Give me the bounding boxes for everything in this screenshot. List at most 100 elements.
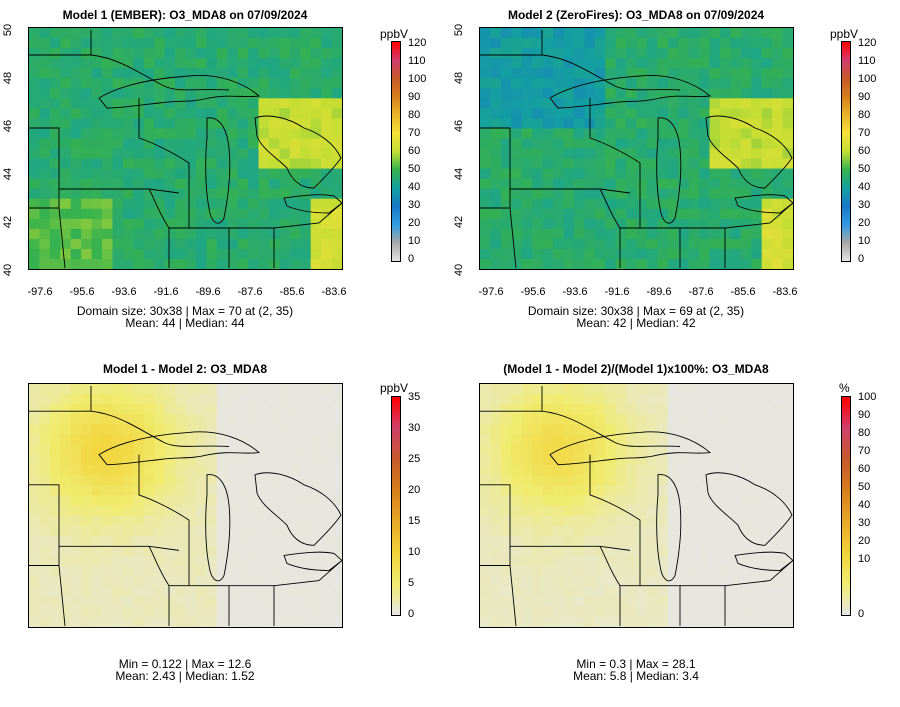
lat-label: 44: [2, 167, 15, 181]
colorbar-label: 10: [408, 235, 421, 247]
lon-label: -85.6: [730, 286, 756, 298]
colorbar-label: 30: [408, 199, 421, 211]
colorbar-unit: ppbV: [380, 27, 409, 41]
colorbar-label: 100: [408, 73, 427, 85]
colorbar-label: 110: [408, 55, 426, 67]
lon-label: -91.6: [153, 286, 179, 298]
colorbar-label: 90: [408, 91, 421, 103]
lat-label: 50: [453, 23, 466, 37]
colorbar-label: 0: [408, 253, 415, 265]
colorbar-label: 80: [408, 109, 421, 121]
percent-difference-map: [480, 384, 793, 627]
ozone-map-model2: [480, 28, 793, 269]
colorbar-label: 80: [858, 427, 871, 439]
colorbar-label: 100: [858, 391, 877, 403]
colorbar-label: 40: [858, 181, 871, 193]
colorbar-label: 0: [408, 608, 415, 620]
colorbar-ozone: [391, 41, 401, 262]
lat-label: 46: [2, 119, 15, 133]
ozone-map-model1: [29, 28, 342, 269]
colorbar-label: 0: [858, 253, 865, 265]
colorbar-label: 5: [408, 577, 415, 589]
stats-line-1: Min = 0.122 | Max = 12.6: [118, 657, 252, 671]
colorbar-label: 90: [858, 409, 871, 421]
map-plot-model1: [28, 27, 343, 270]
colorbar-label: 25: [408, 453, 421, 465]
colorbar-label: 40: [408, 181, 421, 193]
colorbar-ozone: [841, 41, 851, 262]
lon-label: -85.6: [279, 286, 305, 298]
map-plot-model2: [479, 27, 794, 270]
colorbar-label: 30: [858, 517, 871, 529]
colorbar-label: 60: [858, 145, 871, 157]
colorbar-label: 50: [858, 163, 871, 175]
colorbar-difference: [391, 396, 401, 616]
difference-map: [29, 384, 342, 627]
lat-label: 44: [453, 167, 466, 181]
lat-label: 48: [2, 71, 15, 85]
lon-label: -91.6: [604, 286, 630, 298]
colorbar-label: 50: [858, 481, 871, 493]
lon-label: -87.6: [237, 286, 263, 298]
colorbar-unit: %: [839, 381, 850, 395]
panel-title: Model 1 (EMBER): O3_MDA8 on 07/09/2024: [62, 8, 308, 22]
lon-label: -95.6: [69, 286, 95, 298]
colorbar-label: 0: [858, 608, 865, 620]
colorbar-label: 20: [858, 217, 871, 229]
colorbar-label: 80: [858, 109, 871, 121]
lat-label: 40: [453, 263, 466, 277]
colorbar-label: 30: [408, 422, 421, 434]
colorbar-label: 110: [858, 55, 876, 67]
lon-label: -93.6: [111, 286, 137, 298]
lat-label: 50: [2, 23, 15, 37]
colorbar-label: 20: [858, 535, 871, 547]
panel-title: (Model 1 - Model 2)/(Model 1)x100%: O3_M…: [503, 362, 769, 376]
colorbar-unit: ppbV: [830, 27, 859, 41]
colorbar-label: 90: [858, 91, 871, 103]
lon-label: -89.6: [646, 286, 672, 298]
colorbar-label: 50: [408, 163, 421, 175]
colorbar-label: 10: [858, 553, 871, 565]
map-plot-percent: [479, 383, 794, 628]
colorbar-label: 35: [408, 391, 421, 403]
colorbar-label: 70: [858, 127, 871, 139]
lat-label: 42: [453, 215, 466, 229]
stats-line-2: Mean: 42 | Median: 42: [576, 316, 696, 330]
colorbar-label: 30: [858, 199, 871, 211]
colorbar-unit: ppbV: [380, 381, 409, 395]
colorbar-label: 70: [858, 445, 871, 457]
colorbar-label: 70: [408, 127, 421, 139]
lat-label: 48: [453, 71, 466, 85]
colorbar-label: 15: [408, 515, 421, 527]
colorbar-label: 60: [408, 145, 421, 157]
colorbar-label: 120: [408, 37, 427, 49]
colorbar-label: 120: [858, 37, 877, 49]
panel-title: Model 2 (ZeroFires): O3_MDA8 on 07/09/20…: [507, 8, 765, 22]
lat-label: 42: [2, 215, 15, 229]
lon-label: -97.6: [27, 286, 53, 298]
lon-label: -87.6: [688, 286, 714, 298]
lat-label: 46: [453, 119, 466, 133]
map-plot-difference: [28, 383, 343, 628]
colorbar-label: 100: [858, 73, 877, 85]
lon-label: -83.6: [772, 286, 798, 298]
stats-line-2: Mean: 5.8 | Median: 3.4: [573, 669, 699, 683]
colorbar-label: 10: [408, 546, 421, 558]
lon-label: -89.6: [195, 286, 221, 298]
colorbar-label: 60: [858, 463, 871, 475]
stats-line-2: Mean: 44 | Median: 44: [125, 316, 245, 330]
colorbar-percent: [841, 396, 851, 616]
stats-line-2: Mean: 2.43 | Median: 1.52: [115, 669, 255, 683]
lon-label: -83.6: [321, 286, 347, 298]
lat-label: 40: [2, 263, 15, 277]
colorbar-label: 20: [408, 217, 421, 229]
colorbar-label: 10: [858, 235, 871, 247]
stats-line-1: Domain size: 30x38 | Max = 69 at (2, 35): [527, 304, 745, 318]
lon-label: -93.6: [562, 286, 588, 298]
stats-line-1: Domain size: 30x38 | Max = 70 at (2, 35): [76, 304, 294, 318]
lon-label: -95.6: [520, 286, 546, 298]
stats-line-1: Min = 0.3 | Max = 28.1: [576, 657, 696, 671]
colorbar-label: 20: [408, 484, 421, 496]
colorbar-label: 40: [858, 499, 871, 511]
lon-label: -97.6: [478, 286, 504, 298]
